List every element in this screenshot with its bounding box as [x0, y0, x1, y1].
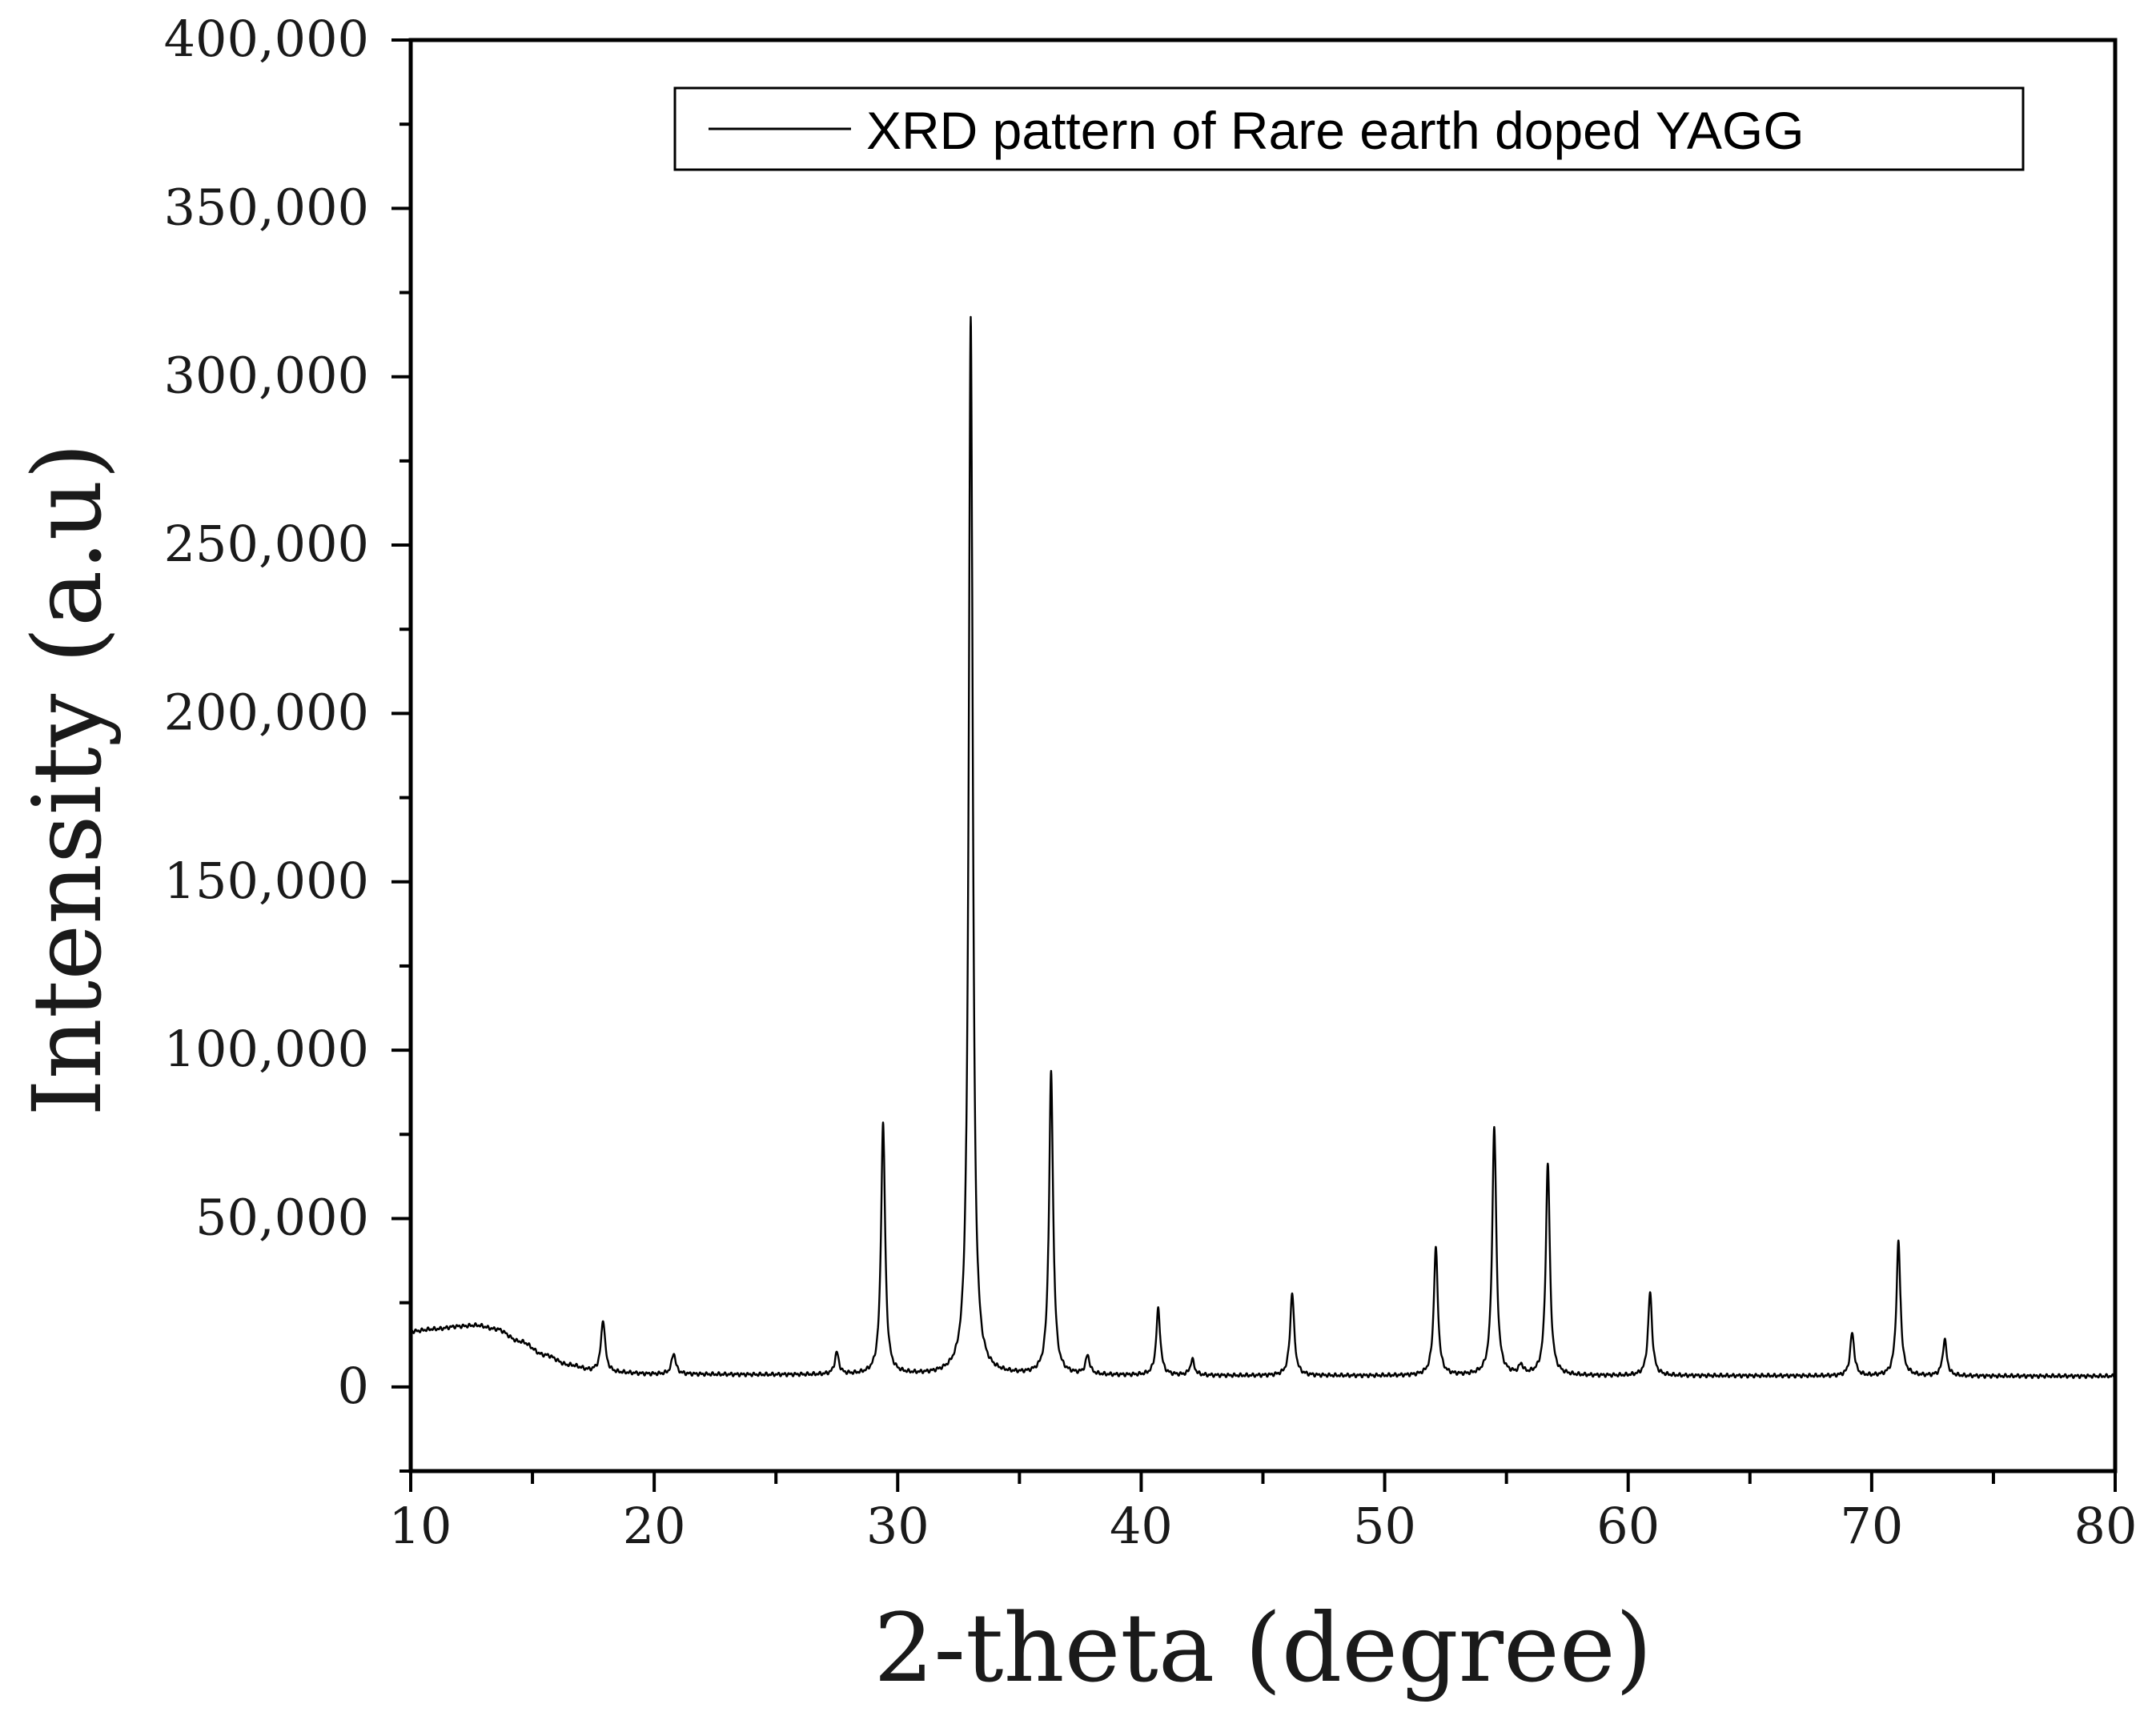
- x-tick-label: 10: [389, 1497, 452, 1555]
- y-axis-ticks: 0 50,000 100,000 150,000 200,000 250,000 300,0…: [164, 10, 411, 1473]
- x-tick-label: 30: [866, 1497, 929, 1555]
- y-axis-title: Intensity (a.u): [12, 443, 122, 1117]
- plot-frame: [408, 38, 2118, 1473]
- x-tick-label: 50: [1353, 1497, 1416, 1555]
- x-tick-label: 70: [1840, 1497, 1903, 1555]
- x-tick-label: 60: [1596, 1497, 1660, 1555]
- legend: XRD pattern of Rare earth doped YAGG: [673, 86, 2025, 171]
- x-tick-label: 80: [2074, 1497, 2138, 1555]
- y-tick-label: 400,000: [164, 10, 369, 68]
- y-tick-label: 250,000: [164, 515, 369, 573]
- legend-label: XRD pattern of Rare earth doped YAGG: [866, 101, 1805, 160]
- y-tick-label: 150,000: [164, 852, 369, 910]
- x-tick-label: 20: [623, 1497, 686, 1555]
- xrd-series-line: [410, 315, 2117, 1379]
- x-axis-ticks: 10 20 30 40 50 60 70 80: [389, 1471, 2138, 1555]
- x-tick-label: 40: [1110, 1497, 1173, 1555]
- y-tick-label: 300,000: [164, 347, 369, 405]
- y-tick-label: 0: [338, 1357, 369, 1415]
- y-tick-label: 50,000: [195, 1188, 369, 1246]
- y-tick-label: 350,000: [164, 178, 369, 236]
- y-tick-label: 100,000: [164, 1020, 369, 1078]
- legend-box: [673, 86, 2025, 171]
- x-axis-title: 2-theta (degree): [873, 1593, 1652, 1703]
- y-tick-label: 200,000: [164, 683, 369, 741]
